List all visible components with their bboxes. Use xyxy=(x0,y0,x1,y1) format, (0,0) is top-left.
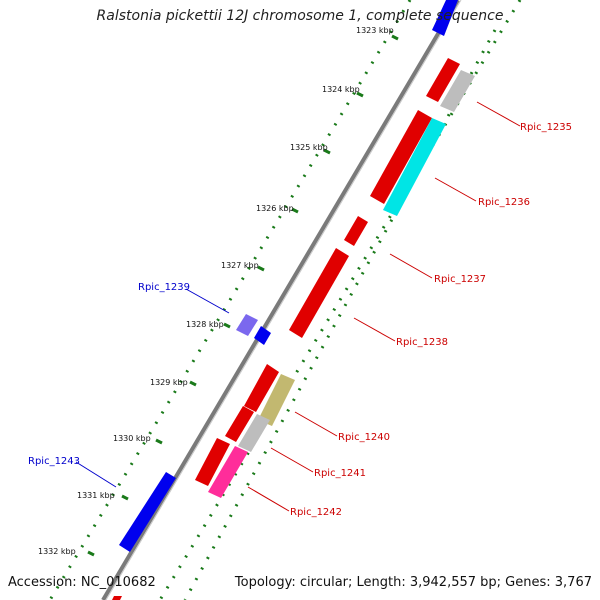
gene-label-rpic-1236: Rpic_1236 xyxy=(478,197,530,208)
map-title: Ralstonia pickettii 12J chromosome 1, co… xyxy=(96,8,504,24)
gene-label-rpic-1241: Rpic_1241 xyxy=(314,468,366,479)
callout-lines xyxy=(75,101,521,512)
gene-features xyxy=(112,0,475,600)
tick-label: 1324 kbp xyxy=(322,85,360,94)
gene-rpic-1241-gray xyxy=(238,414,270,452)
gene-rpic-1242-red xyxy=(195,438,230,486)
gene-rpic-1239-violet xyxy=(236,314,258,336)
tick-marks xyxy=(87,34,399,557)
tick-label: 1326 kbp xyxy=(256,204,294,213)
gene-label-rpic-1239: Rpic_1239 xyxy=(138,282,190,293)
gene-label-rpic-1240: Rpic_1240 xyxy=(338,432,390,443)
gene-rpic-1240-olive xyxy=(258,374,295,426)
outer-dotted-track xyxy=(158,0,522,600)
tick-label: 1325 kbp xyxy=(290,143,328,152)
gene-rpic-1239-blue xyxy=(254,326,271,345)
gene-label-rpic-1235: Rpic_1235 xyxy=(520,122,572,133)
tick-labels: 1323 kbp 1324 kbp 1325 kbp 1326 kbp 1327… xyxy=(38,26,394,556)
inner-dotted-track xyxy=(48,0,412,600)
tick-label: 1323 kbp xyxy=(356,26,394,35)
gene-rpic-1241-red xyxy=(225,406,254,442)
accession-text: Accession: NC_010682 xyxy=(8,575,156,590)
tick-label: 1331 kbp xyxy=(77,491,115,500)
tick-label: 1328 kbp xyxy=(186,320,224,329)
gene-rpic-1236-cyan xyxy=(383,118,446,216)
tick-label: 1329 kbp xyxy=(150,378,188,387)
gene-label-rpic-1237: Rpic_1237 xyxy=(434,274,486,285)
gene-label-rpic-1243: Rpic_1243 xyxy=(28,456,80,467)
chromosome-backbone xyxy=(101,0,460,600)
gene-rpic-1237-red xyxy=(344,216,368,246)
topology-text: Topology: circular; Length: 3,942,557 bp… xyxy=(234,575,592,590)
gene-top-blue xyxy=(432,0,458,36)
gene-rpic-1240-red xyxy=(244,364,279,412)
gene-rpic-1238-red xyxy=(289,248,349,338)
gene-labels: Rpic_1235 Rpic_1236 Rpic_1237 Rpic_1238 … xyxy=(28,122,572,518)
tick-label: 1327 kbp xyxy=(221,261,259,270)
gene-rpic-1243-blue xyxy=(119,472,176,552)
tick-label: 1332 kbp xyxy=(38,547,76,556)
chromosome-backbone-shadow xyxy=(105,0,462,600)
gene-rpic-1235-gray xyxy=(440,70,475,112)
gene-rpic-1242-pink xyxy=(208,446,248,498)
gene-label-rpic-1238: Rpic_1238 xyxy=(396,337,448,348)
gene-label-rpic-1242: Rpic_1242 xyxy=(290,507,342,518)
gene-bottom-red xyxy=(112,596,122,600)
gene-rpic-1235-red xyxy=(426,58,460,102)
tick-label: 1330 kbp xyxy=(113,434,151,443)
gene-rpic-1236-red xyxy=(370,110,432,204)
